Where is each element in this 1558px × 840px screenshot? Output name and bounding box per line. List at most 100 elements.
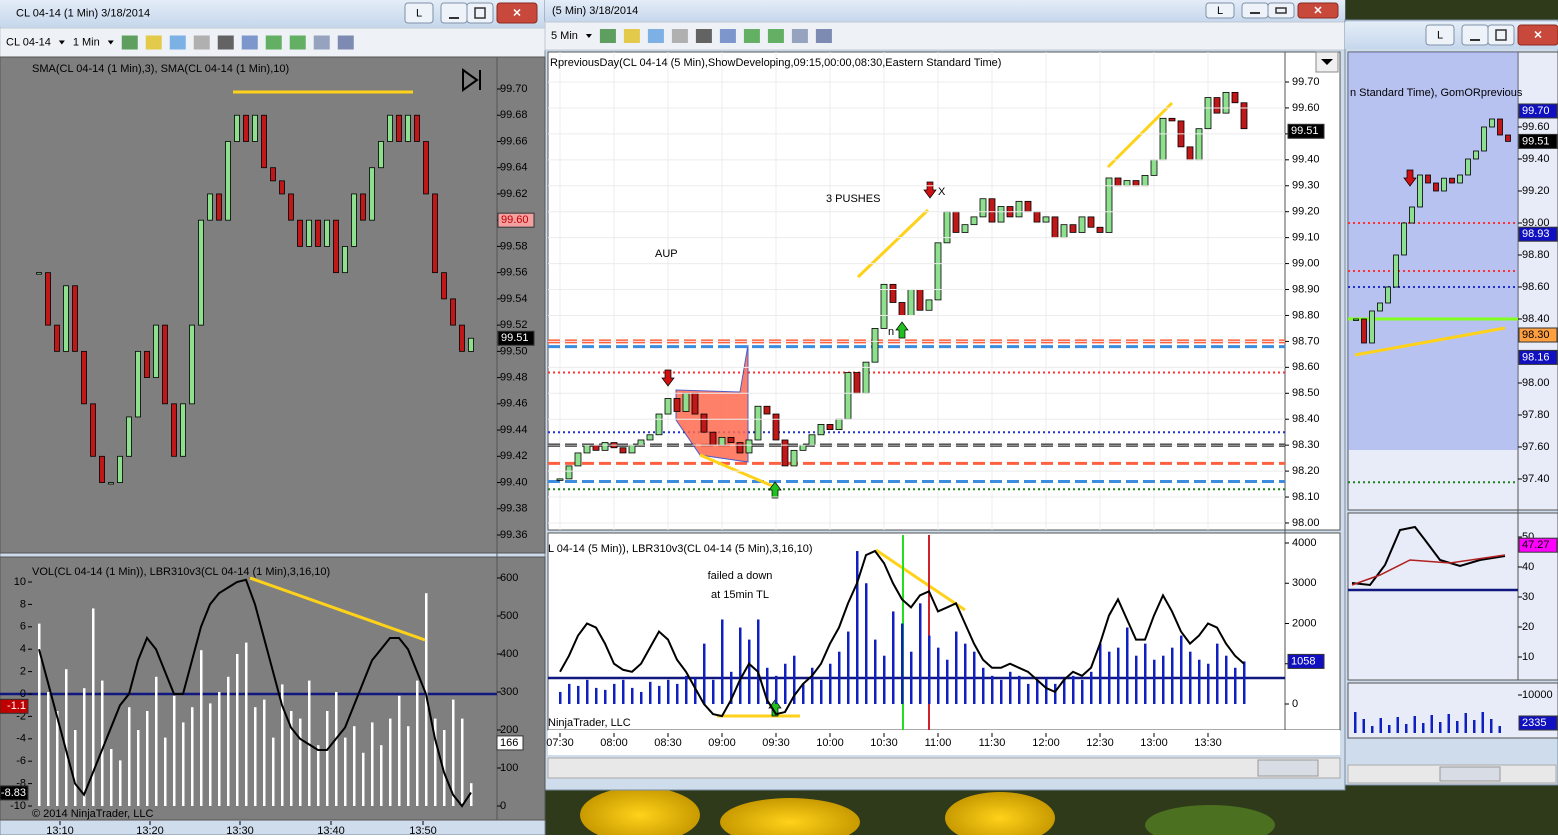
tick-label: 3000 — [1292, 577, 1316, 589]
volume-bar — [1439, 722, 1442, 733]
toolbar-icon[interactable] — [599, 29, 616, 43]
toolbar-icon[interactable] — [767, 29, 784, 43]
volume-bar — [245, 642, 248, 806]
toolbar-icon[interactable] — [241, 35, 258, 50]
volume-bar — [1413, 716, 1416, 733]
wallpaper-flower — [945, 792, 1055, 840]
candle — [673, 398, 681, 412]
tick-label: 99.56 — [500, 267, 528, 279]
minimize-button[interactable] — [1461, 24, 1489, 46]
window-title: (5 Min) 3/18/2014 — [552, 5, 638, 17]
price-marker-label: 98.16 — [1522, 351, 1550, 363]
toolbar-icon[interactable] — [647, 29, 664, 43]
candle — [414, 114, 420, 142]
scrollbar-thumb[interactable] — [1439, 766, 1501, 782]
candle — [36, 272, 42, 275]
maximize-button[interactable] — [1487, 24, 1515, 46]
toolbar-dropdown[interactable]: CL 04-14 — [6, 36, 51, 48]
candle — [700, 413, 708, 433]
tick-label: 99.00 — [1292, 257, 1320, 269]
toolbar-icon[interactable] — [671, 29, 688, 43]
volume-bar — [1388, 725, 1391, 733]
toolbar-icon[interactable] — [169, 35, 186, 50]
toolbar-icon[interactable] — [815, 29, 832, 43]
candle — [637, 439, 645, 446]
toolbar-icon[interactable] — [217, 35, 234, 50]
toolbar-icon[interactable] — [791, 29, 808, 43]
volume-bar — [1481, 712, 1484, 733]
candle — [1060, 224, 1068, 239]
tick-label: 99.44 — [500, 424, 528, 436]
tick-label: 98.60 — [1522, 281, 1550, 293]
signal-line — [1351, 554, 1506, 586]
volume-bar — [856, 551, 859, 704]
candle — [126, 416, 132, 457]
scrollbar-thumb[interactable] — [1257, 759, 1319, 777]
tick-label: -6 — [16, 755, 26, 767]
price-marker — [1518, 537, 1558, 553]
candle — [844, 372, 852, 420]
volume-bar — [847, 631, 850, 704]
volume-bar — [703, 643, 706, 704]
toolbar-icon[interactable] — [121, 35, 138, 50]
price-marker — [1518, 715, 1558, 731]
close-button[interactable] — [1297, 2, 1339, 19]
toolbar-icon[interactable] — [743, 29, 760, 43]
toolbar-dropdown[interactable]: 5 Min — [551, 30, 578, 42]
candle — [1195, 128, 1203, 161]
candle — [655, 413, 663, 436]
link-button[interactable] — [1425, 24, 1455, 46]
go-to-end-icon[interactable] — [462, 68, 481, 92]
toolbar-icon[interactable] — [337, 35, 354, 50]
price-marker — [496, 735, 524, 751]
toolbar-icon[interactable] — [193, 35, 210, 50]
candle — [432, 193, 438, 274]
close-button[interactable] — [496, 2, 538, 24]
close-button[interactable] — [1517, 24, 1558, 46]
volume-bar — [1243, 661, 1246, 704]
volume-bar — [398, 695, 401, 806]
scrollbar[interactable] — [547, 757, 1341, 779]
volume-bar — [748, 639, 751, 704]
minimize-button[interactable] — [440, 2, 468, 24]
maximize-button[interactable] — [466, 2, 494, 24]
volume-bar — [281, 684, 284, 806]
tick-label: 99.58 — [500, 240, 528, 252]
candle — [270, 167, 276, 182]
volume-bar — [730, 671, 733, 704]
toolbar-icon[interactable] — [145, 35, 162, 50]
volume-bar — [236, 654, 239, 806]
up-arrow — [768, 699, 782, 717]
candle — [619, 447, 627, 454]
volume-bar — [92, 608, 95, 806]
candle — [54, 324, 60, 352]
toolbar-icon[interactable] — [265, 35, 282, 50]
volume-bar — [1009, 671, 1012, 704]
toolbar-icon[interactable] — [719, 29, 736, 43]
candle — [1377, 302, 1383, 312]
toolbar-icon[interactable] — [289, 35, 306, 50]
time-label: 09:00 — [708, 737, 736, 749]
link-button-label: L — [416, 7, 422, 19]
volume-bar — [622, 679, 625, 704]
volume-bar — [1144, 643, 1147, 704]
toolbar-icon[interactable] — [623, 29, 640, 43]
link-button[interactable] — [1205, 2, 1235, 19]
tick-label: 99.42 — [500, 450, 528, 462]
toolbar — [544, 21, 1346, 51]
wallpaper-flower — [580, 787, 700, 840]
toolbar-icon[interactable] — [313, 35, 330, 50]
price-marker — [1518, 133, 1558, 149]
toolbar-icon[interactable] — [695, 29, 712, 43]
price-marker — [1287, 653, 1325, 669]
minimize-button[interactable] — [1241, 2, 1269, 19]
link-button[interactable] — [404, 2, 434, 24]
toolbar-dropdown[interactable]: 1 Min — [73, 36, 100, 48]
volume-bar — [1018, 675, 1021, 704]
maximize-button[interactable] — [1267, 2, 1295, 19]
tick-label: -10 — [10, 800, 26, 812]
candle — [1473, 150, 1479, 160]
tick-label: 99.70 — [500, 83, 528, 95]
volume-bar — [1198, 659, 1201, 704]
dropdown-arrow — [58, 40, 65, 45]
